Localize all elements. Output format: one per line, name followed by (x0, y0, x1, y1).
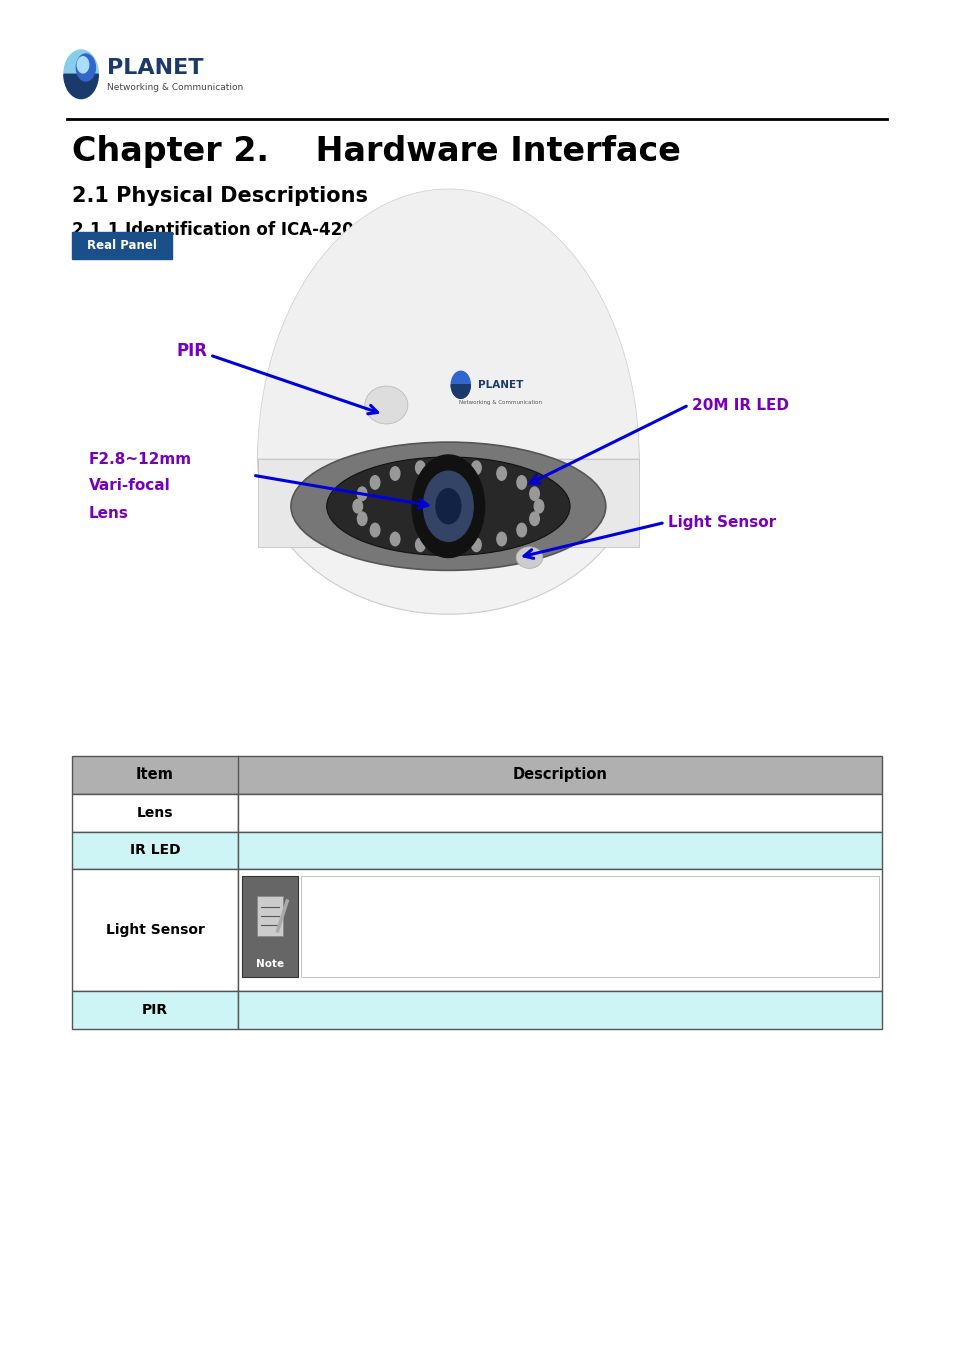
Wedge shape (64, 74, 98, 99)
Circle shape (471, 460, 480, 474)
Circle shape (436, 489, 460, 524)
Wedge shape (257, 189, 639, 459)
Circle shape (497, 532, 506, 545)
Bar (71, 232, 172, 259)
Text: Description: Description (513, 767, 607, 783)
Text: Lens: Lens (89, 505, 129, 521)
Circle shape (416, 539, 425, 552)
Text: Light Sensor: Light Sensor (106, 923, 204, 937)
Ellipse shape (291, 443, 605, 570)
Circle shape (353, 500, 362, 513)
Bar (301, 876, 878, 977)
Circle shape (471, 539, 480, 552)
Circle shape (534, 500, 543, 513)
Ellipse shape (364, 386, 408, 424)
Bar (238, 869, 882, 991)
Circle shape (416, 460, 425, 474)
Text: Chapter 2.    Hardware Interface: Chapter 2. Hardware Interface (71, 135, 679, 167)
Circle shape (370, 524, 379, 537)
Text: PIR: PIR (142, 1003, 168, 1017)
Circle shape (423, 471, 473, 541)
Circle shape (443, 459, 453, 472)
Ellipse shape (516, 547, 542, 568)
Ellipse shape (257, 304, 639, 614)
Bar (71, 756, 882, 794)
Text: PLANET: PLANET (477, 379, 523, 390)
Bar (256, 896, 283, 937)
Circle shape (357, 512, 367, 525)
Text: PLANET: PLANET (107, 58, 203, 77)
Circle shape (517, 475, 526, 489)
Text: F2.8~12mm: F2.8~12mm (89, 451, 192, 467)
Circle shape (443, 540, 453, 553)
Bar (238, 991, 882, 1029)
Text: 2.1 Physical Descriptions: 2.1 Physical Descriptions (71, 186, 367, 207)
Wedge shape (451, 385, 470, 398)
Circle shape (64, 50, 98, 99)
Circle shape (77, 57, 89, 73)
Text: Networking & Communication: Networking & Communication (458, 400, 542, 405)
Circle shape (357, 487, 367, 501)
Circle shape (529, 487, 538, 501)
Text: 20M IR LED: 20M IR LED (691, 397, 788, 413)
Ellipse shape (326, 456, 569, 556)
Text: Networking & Communication: Networking & Communication (107, 84, 243, 92)
Circle shape (451, 371, 470, 398)
Circle shape (390, 532, 399, 545)
Bar (257, 459, 639, 547)
Text: Note: Note (255, 960, 284, 969)
Bar (238, 794, 882, 832)
Text: Light Sensor: Light Sensor (667, 514, 775, 531)
Text: Vari-focal: Vari-focal (89, 478, 171, 494)
Text: Item: Item (136, 767, 173, 783)
Text: Real Panel: Real Panel (87, 239, 157, 252)
Bar (238, 832, 882, 869)
Text: Lens: Lens (136, 806, 173, 819)
Bar (242, 876, 297, 977)
Bar (71, 869, 238, 991)
Circle shape (529, 512, 538, 525)
Text: PIR: PIR (176, 342, 207, 360)
Circle shape (497, 467, 506, 481)
Text: 2.1.1 Identification of ICA-4200V Physical Details: 2.1.1 Identification of ICA-4200V Physic… (71, 221, 531, 239)
Circle shape (390, 467, 399, 481)
Bar (71, 991, 238, 1029)
Bar (71, 794, 238, 832)
Text: IR LED: IR LED (130, 844, 180, 857)
Bar (71, 832, 238, 869)
Circle shape (412, 455, 484, 558)
Circle shape (517, 524, 526, 537)
Circle shape (76, 54, 95, 81)
Circle shape (370, 475, 379, 489)
